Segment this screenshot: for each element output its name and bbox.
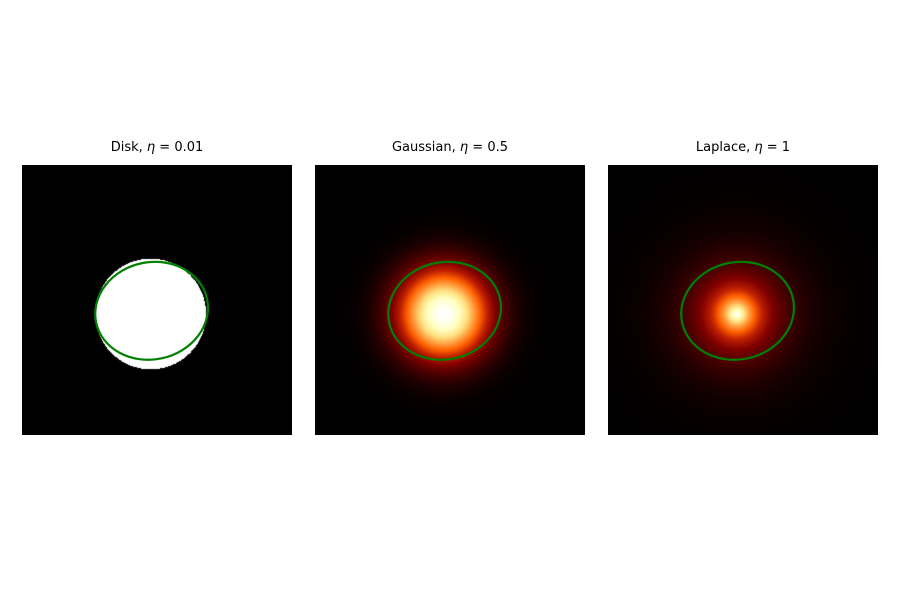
title-eq: = — [468, 140, 487, 155]
heatmap-canvas — [608, 165, 878, 435]
title-text: Gaussian, — [392, 140, 460, 155]
eta-symbol: η — [460, 140, 468, 155]
subplot-title: Gaussian, η = 0.5 — [315, 140, 585, 155]
title-eq: = — [155, 140, 174, 155]
heatmap-canvas — [22, 165, 292, 435]
heatmap-canvas — [315, 165, 585, 435]
title-text: Disk, — [111, 140, 147, 155]
eta-value: 0.01 — [174, 140, 203, 155]
subplot-title: Disk, η = 0.01 — [22, 140, 292, 155]
title-text: Laplace, — [696, 140, 754, 155]
title-eq: = — [763, 140, 782, 155]
eta-symbol: η — [147, 140, 155, 155]
figure: Disk, η = 0.01 Gaussian, η = 0.5 Laplace… — [0, 0, 900, 600]
eta-value: 1 — [782, 140, 790, 155]
subplot-title: Laplace, η = 1 — [608, 140, 878, 155]
subplot-gaussian: Gaussian, η = 0.5 — [315, 165, 585, 435]
subplot-laplace: Laplace, η = 1 — [608, 165, 878, 435]
eta-value: 0.5 — [487, 140, 508, 155]
eta-symbol: η — [754, 140, 762, 155]
subplot-disk: Disk, η = 0.01 — [22, 165, 292, 435]
